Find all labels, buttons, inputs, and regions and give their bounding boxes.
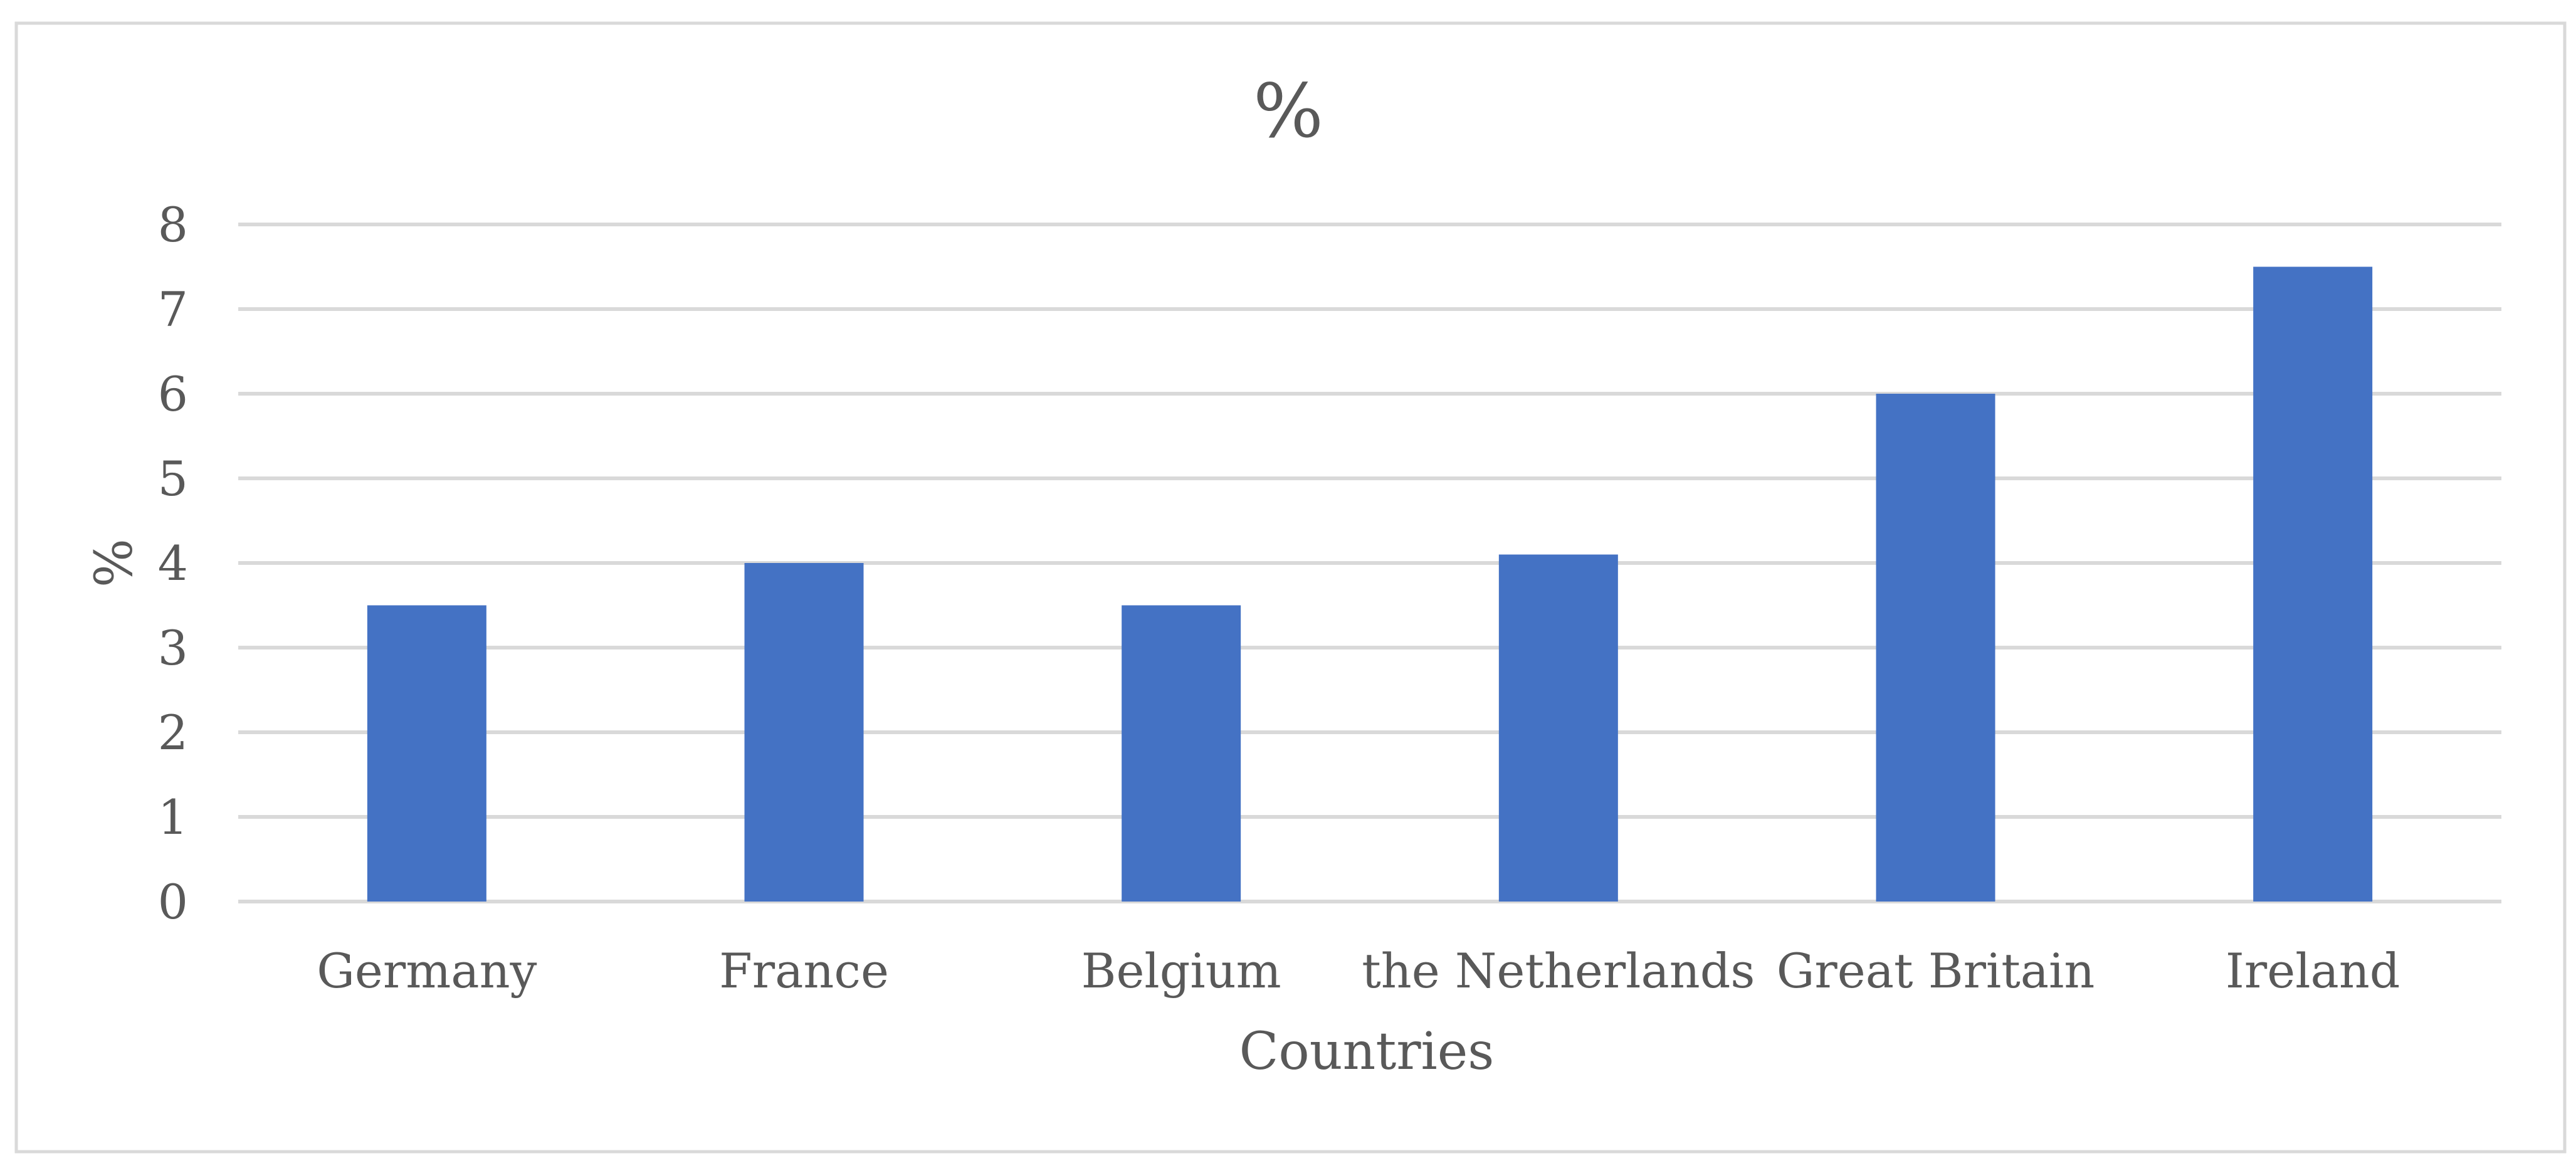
y-tick-label: 2 <box>158 705 188 760</box>
x-tick-label: France <box>719 943 889 999</box>
chart-frame <box>14 21 2567 1154</box>
y-tick-label: 4 <box>158 535 188 591</box>
bar-germany <box>367 605 486 902</box>
x-tick-labels: Germany France Belgium the Netherlands Great… <box>317 943 2400 999</box>
x-tick-label: Belgium <box>1081 943 1281 999</box>
y-tick-label: 6 <box>158 366 188 422</box>
y-tick-label: 0 <box>158 874 188 930</box>
bar-ireland <box>2253 266 2373 902</box>
x-axis-label: Countries <box>1239 1022 1495 1081</box>
gridlines <box>238 223 2501 903</box>
bar-great-britain <box>1876 394 1995 902</box>
x-tick-label: Ireland <box>2226 943 2400 999</box>
bar-the-netherlands <box>1498 554 1618 902</box>
y-tick-label: 7 <box>158 281 188 337</box>
y-tick-label: 1 <box>158 789 188 845</box>
bar-belgium <box>1122 605 1241 902</box>
x-tick-label: Great Britain <box>1777 943 2095 999</box>
x-tick-label: Germany <box>317 943 537 999</box>
y-axis-label: % <box>85 539 144 587</box>
y-tick-labels: 0 1 2 3 4 5 6 7 8 <box>158 197 188 930</box>
chart-title: % <box>1253 68 1323 154</box>
bars <box>367 266 2373 902</box>
x-tick-label: the Netherlands <box>1362 943 1755 999</box>
y-tick-label: 3 <box>158 620 188 676</box>
y-tick-label: 8 <box>158 197 188 253</box>
y-tick-label: 5 <box>158 451 188 507</box>
bar-france <box>744 563 864 902</box>
